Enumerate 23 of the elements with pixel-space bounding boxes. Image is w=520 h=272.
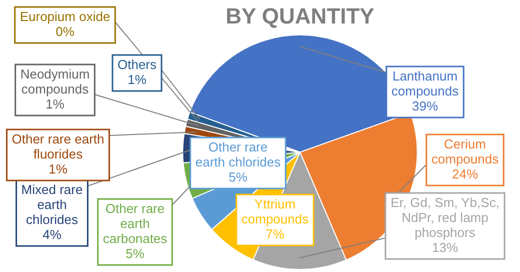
data-label: 1% bbox=[48, 162, 68, 177]
slice-label: Lanthanum compounds bbox=[391, 68, 460, 99]
data-label: 7% bbox=[266, 226, 285, 242]
slice-label: Other rare earth fluorides bbox=[12, 132, 104, 162]
text: 0% bbox=[56, 24, 74, 40]
data-label: 5% bbox=[126, 246, 145, 262]
data-label: 39% bbox=[412, 98, 438, 114]
slice-label: Mixed rare earth chlorides bbox=[21, 182, 83, 228]
slice-label: Other rare earth carbonates bbox=[102, 201, 168, 246]
slice-label: Cerium compounds bbox=[431, 136, 500, 167]
slice-label: Others bbox=[117, 57, 158, 72]
data-label: 13% bbox=[432, 240, 458, 256]
data-label: 1% bbox=[128, 72, 147, 88]
data-label: 1% bbox=[46, 96, 65, 112]
slice-label: Yttrium compounds bbox=[241, 196, 310, 227]
slice-label: Other rare earth chlorides bbox=[195, 140, 282, 170]
chart-title: BY QUANTITY bbox=[226, 3, 375, 28]
data-label: 4% bbox=[42, 227, 62, 242]
data-label: 24% bbox=[452, 166, 478, 182]
data-label: 5% bbox=[228, 170, 248, 185]
slice-label: Er, Gd, Sm, Yb,Sc, NdPr, red lamp phosphors bbox=[390, 195, 500, 240]
slice-label: Neodymium compounds bbox=[20, 66, 90, 97]
category-label: Europium oxide bbox=[20, 9, 110, 24]
